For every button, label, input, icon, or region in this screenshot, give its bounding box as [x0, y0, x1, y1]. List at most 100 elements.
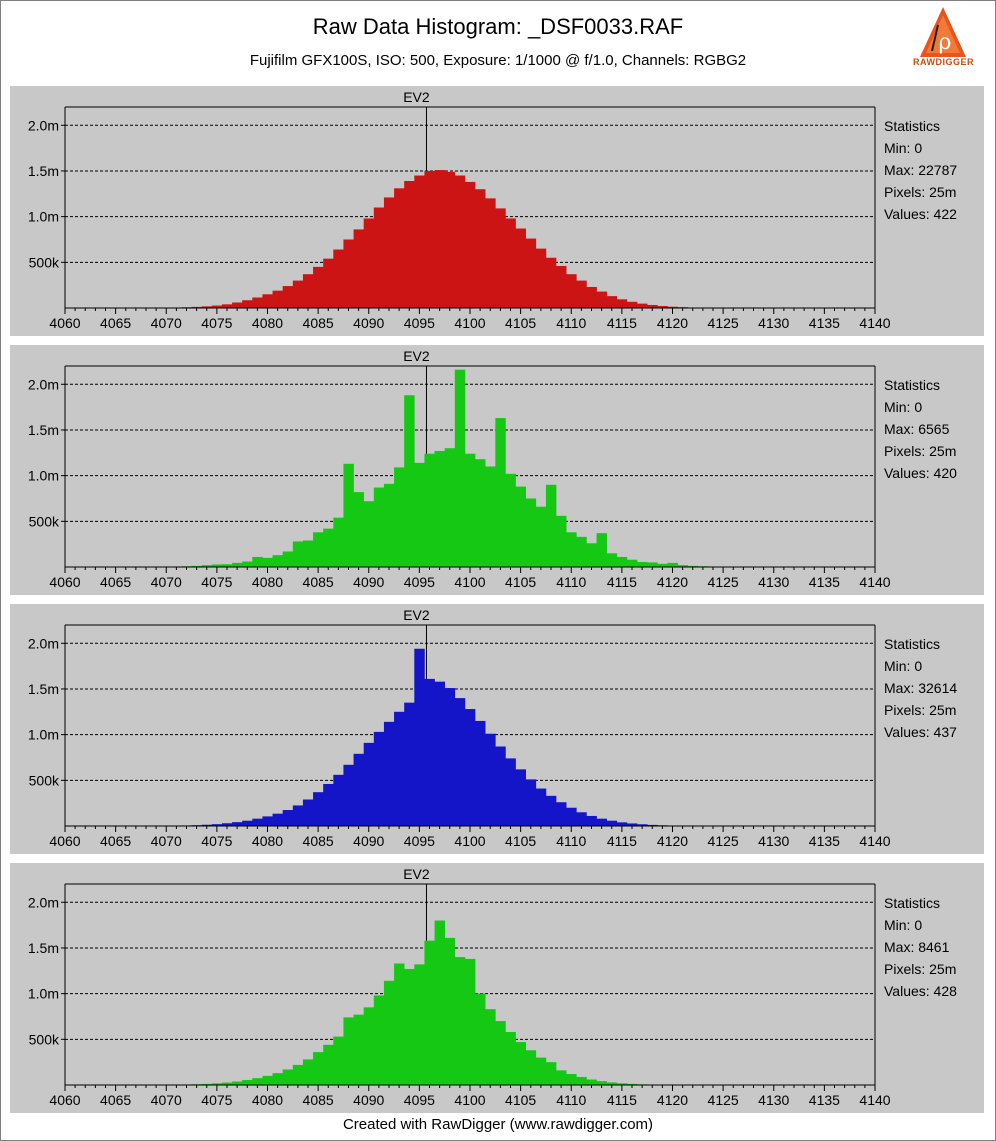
histogram-bar	[485, 466, 496, 567]
histogram-bar	[444, 688, 456, 826]
histogram-bar	[606, 820, 618, 826]
x-tick-label: 4095	[404, 574, 435, 590]
histogram-bar	[505, 218, 516, 308]
histogram-bar	[606, 1082, 618, 1085]
histogram-bar	[333, 1036, 344, 1085]
histogram-bar	[201, 824, 213, 826]
histogram-bar	[495, 208, 506, 308]
logo-wordmark: RAWDIGGER	[913, 57, 975, 67]
histogram-bar	[606, 296, 618, 308]
x-tick-label: 4070	[151, 1092, 182, 1108]
histogram-bar	[485, 733, 496, 826]
histogram-bar	[464, 709, 476, 826]
histogram-bar	[464, 181, 476, 308]
histogram-bar	[252, 297, 263, 308]
histogram-bar	[272, 813, 283, 826]
histogram-bar	[292, 541, 304, 567]
histogram-bar	[545, 1062, 557, 1085]
histogram-bar	[343, 1017, 354, 1085]
stats-pixels: Pixels: 25m	[884, 702, 957, 718]
x-tick-label: 4110	[556, 574, 586, 590]
x-tick-label: 4130	[758, 833, 789, 849]
histogram-bar	[282, 1069, 294, 1085]
histogram-bar	[242, 1079, 253, 1085]
histogram-bar	[525, 498, 537, 567]
histogram-bar	[394, 963, 405, 1085]
x-tick-label: 4095	[404, 833, 435, 849]
histogram-bar	[373, 207, 385, 308]
histogram-bar	[667, 306, 678, 308]
histogram-bar	[313, 1052, 324, 1085]
histogram-bar	[556, 265, 567, 308]
x-tick-label: 4085	[303, 1092, 334, 1108]
histogram-bar	[525, 779, 537, 826]
histogram-bar	[394, 711, 405, 826]
stats-pixels: Pixels: 25m	[884, 184, 957, 200]
partial-subtitle-line	[0, 78, 996, 86]
x-tick-label: 4100	[454, 1092, 485, 1108]
x-tick-label: 4090	[353, 1092, 384, 1108]
rawdigger-logo-icon: ρ	[920, 7, 966, 57]
x-tick-label: 4075	[201, 1092, 232, 1108]
histogram-bar	[373, 731, 385, 826]
stats-max: Max: 22787	[884, 162, 958, 178]
histogram-bar	[464, 958, 476, 1085]
histogram-bar	[475, 189, 486, 308]
histogram-bar	[485, 1009, 496, 1085]
histogram-chart-b: 500k 1.0m 1.5m 2.0m 4060 4065 4070 4075 4080 4085…	[28, 607, 891, 849]
histogram-bar	[262, 1075, 273, 1085]
histogram-bar	[475, 459, 486, 567]
stats-max: Max: 6565	[884, 421, 950, 437]
page-subtitle: Fujifilm GFX100S, ISO: 500, Exposure: 1/…	[249, 52, 747, 69]
histogram-bar	[647, 562, 658, 567]
histogram-bar	[262, 294, 273, 308]
histogram-bar	[535, 788, 547, 826]
ev2-marker-label: EV2	[403, 607, 430, 623]
histogram-bar	[576, 536, 587, 567]
histogram-bar	[454, 175, 466, 308]
x-tick-label: 4120	[657, 315, 688, 331]
histogram-bar	[272, 1073, 283, 1085]
x-tick-label: 4125	[708, 315, 739, 331]
histogram-bar	[525, 238, 537, 308]
histogram-bar	[515, 486, 526, 567]
histogram-bar	[454, 369, 466, 567]
stats-values: Values: 428	[884, 983, 957, 999]
x-tick-label: 4135	[809, 1092, 840, 1108]
x-tick-label: 4075	[201, 315, 232, 331]
y-tick-label: 1.5m	[28, 681, 59, 697]
x-tick-label: 4080	[252, 574, 283, 590]
histogram-bar	[211, 824, 223, 826]
x-tick-label: 4140	[859, 574, 890, 590]
histogram-bar	[626, 1083, 638, 1085]
histogram-bar	[596, 1081, 607, 1085]
stats-values: Values: 422	[884, 206, 957, 222]
histogram-bar	[232, 302, 243, 308]
y-tick-label: 1.5m	[28, 422, 59, 438]
histogram-bar	[394, 467, 405, 567]
histogram-bar	[353, 229, 364, 308]
x-tick-label: 4115	[607, 574, 637, 590]
x-tick-label: 4060	[49, 315, 80, 331]
histogram-bar	[556, 1070, 567, 1085]
ev2-marker-label: EV2	[403, 866, 430, 882]
stats-block-r: Statistics Min: 0 Max: 22787 Pixels: 25m…	[884, 115, 957, 225]
stats-block-g2: Statistics Min: 0 Max: 8461 Pixels: 25m …	[884, 892, 957, 1002]
x-tick-label: 4095	[404, 1092, 435, 1108]
histogram-bar	[545, 795, 557, 826]
histogram-bar	[576, 280, 587, 308]
histogram-bar	[313, 792, 324, 826]
x-tick-label: 4070	[151, 833, 182, 849]
x-tick-label: 4080	[252, 315, 283, 331]
x-tick-label: 4070	[151, 315, 182, 331]
stats-min: Min: 0	[884, 917, 923, 933]
histogram-bar	[282, 810, 294, 826]
histogram-bar	[556, 515, 567, 567]
ev2-marker-label: EV2	[403, 348, 430, 364]
histogram-bar	[606, 553, 618, 567]
y-tick-label: 2.0m	[28, 635, 59, 651]
histogram-bar	[383, 980, 395, 1085]
histogram-bar	[545, 484, 557, 567]
x-tick-label: 4085	[303, 315, 334, 331]
histogram-bar	[475, 720, 486, 826]
